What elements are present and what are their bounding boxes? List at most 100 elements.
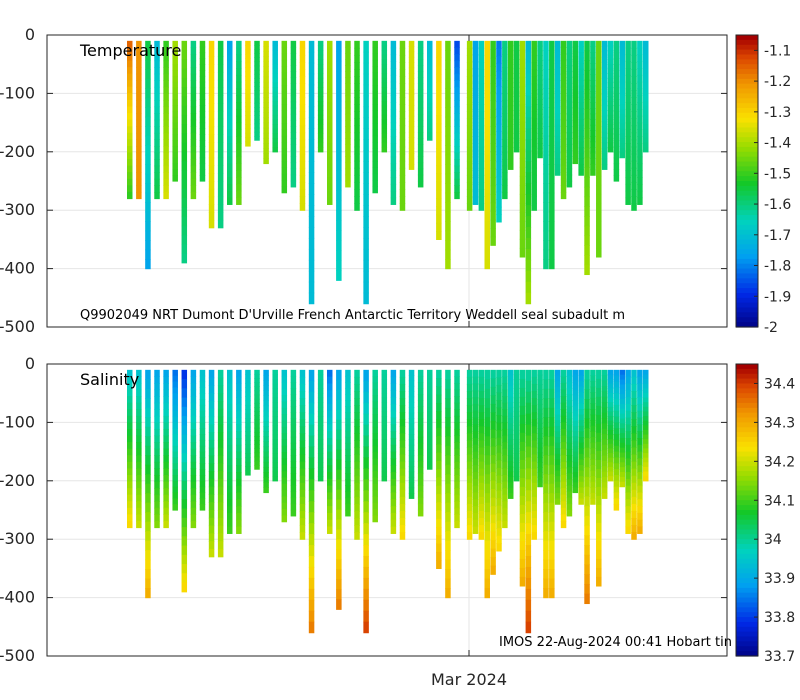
profile-cell bbox=[263, 61, 269, 67]
profile-cell bbox=[290, 418, 297, 426]
profile-column bbox=[181, 40, 188, 264]
profile-cell bbox=[601, 375, 608, 382]
profile-cell bbox=[472, 397, 479, 405]
profile-cell bbox=[417, 406, 424, 414]
profile-cell bbox=[199, 105, 206, 112]
profile-cell bbox=[136, 514, 142, 522]
profile-cell bbox=[531, 132, 537, 141]
profile-cell bbox=[254, 402, 260, 408]
profile-cell bbox=[572, 127, 579, 134]
profile-cell bbox=[543, 259, 549, 270]
profile-cell bbox=[381, 439, 388, 445]
profile-cell bbox=[336, 429, 342, 441]
profile-column bbox=[454, 369, 460, 529]
profile-cell bbox=[154, 132, 160, 140]
profile-cell bbox=[272, 147, 278, 153]
profile-cell bbox=[490, 523, 496, 533]
profile-cell bbox=[254, 61, 260, 67]
profile-cell bbox=[472, 170, 479, 178]
profile-cell bbox=[549, 69, 555, 80]
profile-cell bbox=[445, 502, 451, 513]
profile-cell bbox=[227, 95, 233, 103]
profile-cell bbox=[572, 76, 579, 83]
profile-cell bbox=[578, 397, 584, 405]
profile-cell bbox=[181, 397, 188, 408]
profile-column bbox=[317, 369, 324, 482]
profile-cell bbox=[572, 81, 579, 88]
profile-cell bbox=[417, 71, 424, 78]
profile-cell bbox=[578, 158, 584, 165]
profile-cell bbox=[601, 99, 608, 106]
profile-cell bbox=[454, 80, 460, 88]
profile-cell bbox=[163, 494, 169, 502]
profile-cell bbox=[408, 147, 415, 154]
profile-cell bbox=[607, 448, 614, 454]
profile-cell bbox=[513, 383, 520, 389]
profile-cell bbox=[537, 476, 543, 483]
profile-cell bbox=[549, 578, 555, 589]
profile-cell bbox=[572, 420, 579, 427]
profile-cell bbox=[317, 388, 324, 394]
profile-cell bbox=[290, 455, 297, 462]
profile-cell bbox=[290, 53, 297, 60]
profile-cell bbox=[317, 59, 324, 65]
profile-cell bbox=[584, 138, 590, 149]
profile-cell bbox=[578, 492, 584, 500]
profile-cell bbox=[208, 502, 215, 511]
colorbar-cell bbox=[736, 583, 758, 589]
profile-cell bbox=[560, 132, 567, 140]
profile-column bbox=[507, 40, 514, 170]
profile-cell bbox=[478, 203, 485, 211]
profile-cell bbox=[336, 499, 342, 511]
profile-column bbox=[554, 369, 561, 505]
colorbar-cell bbox=[736, 510, 758, 516]
profile-cell bbox=[584, 506, 590, 517]
profile-column bbox=[549, 40, 555, 270]
profile-cell bbox=[537, 472, 543, 478]
profile-cell bbox=[507, 375, 514, 382]
profile-cell bbox=[502, 80, 508, 88]
profile-cell bbox=[290, 479, 297, 487]
profile-cell bbox=[345, 144, 351, 151]
profile-cell bbox=[507, 110, 514, 117]
profile-cell bbox=[245, 413, 251, 419]
profile-cell bbox=[327, 410, 333, 419]
profile-cell bbox=[390, 390, 397, 398]
profile-cell bbox=[363, 369, 369, 382]
profile-cell bbox=[290, 485, 297, 493]
profile-cell bbox=[208, 432, 215, 441]
profile-cell bbox=[354, 518, 360, 526]
profile-cell bbox=[336, 539, 342, 551]
profile-cell bbox=[145, 192, 151, 203]
profile-cell bbox=[208, 173, 215, 182]
profile-cell bbox=[445, 69, 451, 80]
profile-cell bbox=[436, 181, 442, 191]
profile-column bbox=[417, 40, 424, 188]
profile-cell bbox=[308, 40, 315, 53]
colorbar-tick-label: 34.3 bbox=[764, 415, 795, 431]
profile-cell bbox=[531, 104, 537, 113]
profile-cell bbox=[478, 503, 485, 512]
profile-cell bbox=[496, 384, 502, 394]
colorbar-cell bbox=[736, 44, 758, 51]
profile-cell bbox=[549, 59, 555, 70]
profile-cell bbox=[549, 512, 555, 523]
profile-cell bbox=[572, 466, 579, 473]
profile-column bbox=[643, 40, 649, 153]
profile-cell bbox=[263, 97, 269, 103]
profile-cell bbox=[127, 67, 133, 75]
profile-cell bbox=[584, 467, 590, 478]
profile-cell bbox=[408, 369, 415, 376]
profile-cell bbox=[299, 54, 306, 63]
profile-cell bbox=[299, 139, 306, 148]
profile-cell bbox=[254, 431, 260, 437]
profile-cell bbox=[525, 479, 532, 491]
profile-cell bbox=[519, 166, 526, 177]
profile-cell bbox=[290, 400, 297, 407]
profile-cell bbox=[236, 156, 242, 165]
profile-cell bbox=[584, 515, 590, 527]
profile-cell bbox=[290, 382, 297, 389]
profile-cell bbox=[436, 140, 442, 149]
profile-cell bbox=[507, 380, 514, 387]
profile-cell bbox=[417, 491, 424, 499]
